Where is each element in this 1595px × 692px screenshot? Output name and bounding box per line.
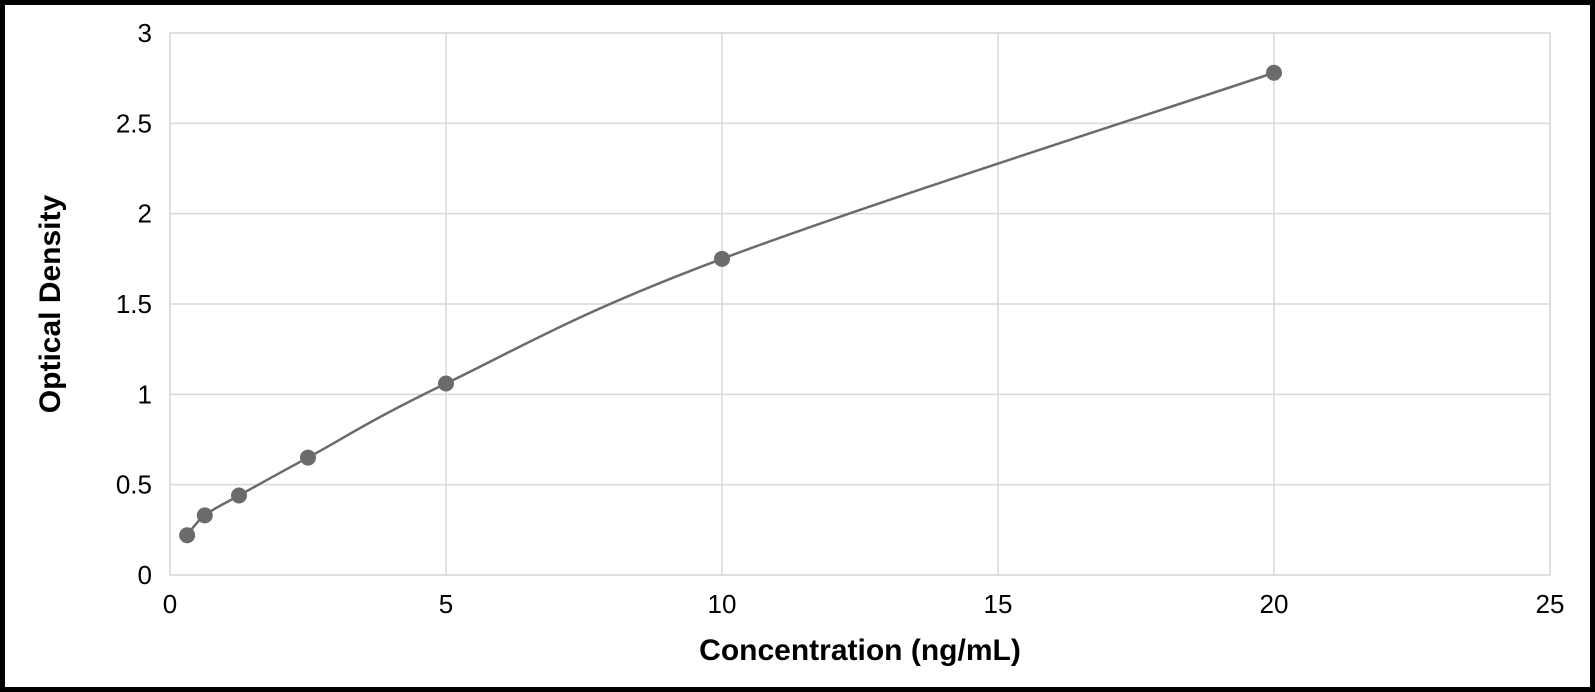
y-tick-label: 3: [138, 18, 152, 48]
x-tick-label: 10: [708, 589, 737, 619]
chart-frame: 0 5 10 15 20 25 0 0.5 1 1.5 2 2.5 3 Concentration (ng…: [0, 0, 1595, 692]
data-point: [197, 507, 213, 523]
y-axis-title: Optical Density: [34, 194, 67, 413]
chart-container: 0 5 10 15 20 25 0 0.5 1 1.5 2 2.5 3 Concentration (ng…: [5, 5, 1590, 687]
y-tick-label: 2: [138, 199, 152, 229]
data-point: [300, 450, 316, 466]
x-tick-label: 5: [439, 589, 453, 619]
x-tick-label: 0: [163, 589, 177, 619]
x-tick-label: 25: [1536, 589, 1565, 619]
y-tick-label: 1.5: [116, 289, 152, 319]
y-tick-label: 0: [138, 560, 152, 590]
x-axis-title: Concentration (ng/mL): [699, 634, 1021, 667]
data-point: [231, 488, 247, 504]
x-tick-label: 15: [984, 589, 1013, 619]
data-point: [1266, 65, 1282, 81]
data-point: [714, 251, 730, 267]
y-tick-label: 0.5: [116, 470, 152, 500]
y-tick-label: 2.5: [116, 108, 152, 138]
data-point: [179, 527, 195, 543]
y-tick-label: 1: [138, 379, 152, 409]
chart-svg: 0 5 10 15 20 25 0 0.5 1 1.5 2 2.5 3 Concentration (ng…: [5, 5, 1590, 687]
data-point: [438, 375, 454, 391]
x-tick-label: 20: [1260, 589, 1289, 619]
